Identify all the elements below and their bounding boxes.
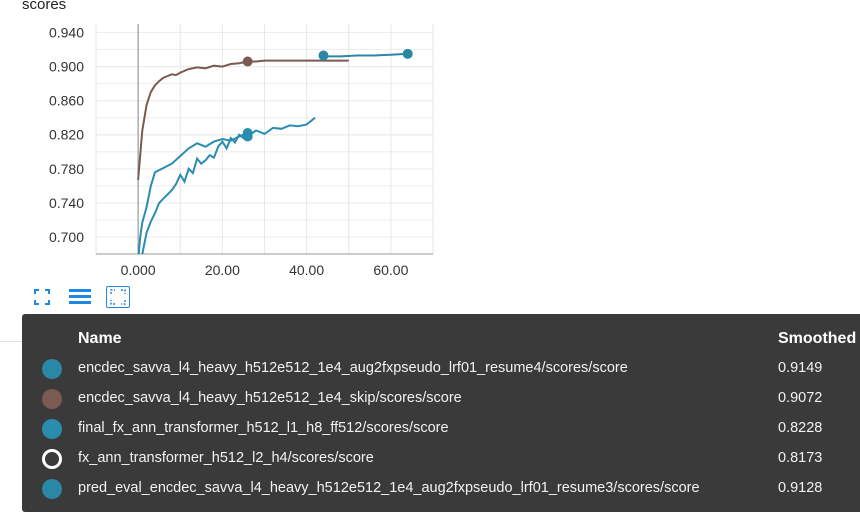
y-tick-label: 0.780: [49, 161, 84, 177]
y-tick-label: 0.900: [49, 59, 84, 75]
divider: [0, 341, 22, 342]
series-color-dot: [42, 389, 62, 409]
x-tick-label: 0.000: [121, 262, 156, 278]
tooltip-name-header: Name: [78, 330, 122, 348]
scores-chart[interactable]: 0.700 0.740 0.780 0.820 0.860 0.900 0.940 0.000…: [0, 0, 860, 290]
y-tick-label: 0.700: [49, 229, 84, 245]
series-smoothed-value: 0.9128: [778, 480, 822, 496]
series-color-dot: [42, 479, 62, 499]
series-name: encdec_savva_l4_heavy_h512e512_1e4_aug2f…: [78, 360, 628, 376]
tooltip-row: encdec_savva_l4_heavy_h512e512_1e4_aug2f…: [22, 354, 860, 384]
x-tick-label: 60.00: [373, 262, 408, 278]
series-color-dot: [42, 419, 62, 439]
tooltip-row: final_fx_ann_transformer_h512_l1_h8_ff51…: [22, 414, 860, 444]
chart-toolbar: [30, 286, 130, 308]
series-smoothed-value: 0.8173: [778, 450, 822, 466]
data-selection-icon[interactable]: [68, 286, 92, 308]
series-smoothed-value: 0.9149: [778, 360, 822, 376]
tooltip-row: fx_ann_transformer_h512_l2_h4/scores/sco…: [22, 444, 860, 474]
series-lines: [138, 54, 408, 261]
series-marker: [243, 131, 253, 141]
y-tick-label: 0.940: [49, 25, 84, 41]
series-marker: [318, 51, 328, 61]
fit-domain-icon[interactable]: [106, 286, 130, 308]
series-marker: [243, 56, 253, 66]
series-name: fx_ann_transformer_h512_l2_h4/scores/sco…: [78, 450, 374, 466]
y-tick-label: 0.820: [49, 127, 84, 143]
tooltip-row: encdec_savva_l4_heavy_h512e512_1e4_skip/…: [22, 384, 860, 414]
series-smoothed-value: 0.9072: [778, 390, 822, 406]
tooltip-row: pred_eval_encdec_savva_l4_heavy_h512e512…: [22, 474, 860, 504]
series-marker: [403, 49, 413, 59]
series-color-dot: [42, 359, 62, 379]
series-line: [324, 54, 408, 57]
x-tick-label: 20.00: [205, 262, 240, 278]
y-tick-label: 0.860: [49, 93, 84, 109]
series-smoothed-value: 0.8228: [778, 420, 822, 436]
series-name: pred_eval_encdec_savva_l4_heavy_h512e512…: [78, 480, 700, 496]
x-tick-label: 40.00: [289, 262, 324, 278]
tooltip-smoothed-header: Smoothed: [778, 330, 856, 348]
y-tick-label: 0.740: [49, 195, 84, 211]
series-line: [138, 61, 349, 180]
grid: [96, 24, 433, 254]
series-name: encdec_savva_l4_heavy_h512e512_1e4_skip/…: [78, 390, 462, 406]
series-name: final_fx_ann_transformer_h512_l1_h8_ff51…: [78, 420, 449, 436]
series-markers: [243, 49, 413, 142]
series-color-dot: [42, 449, 62, 469]
fullscreen-icon[interactable]: [30, 286, 54, 308]
series-tooltip: Name Smoothed encdec_savva_l4_heavy_h512…: [22, 314, 860, 512]
